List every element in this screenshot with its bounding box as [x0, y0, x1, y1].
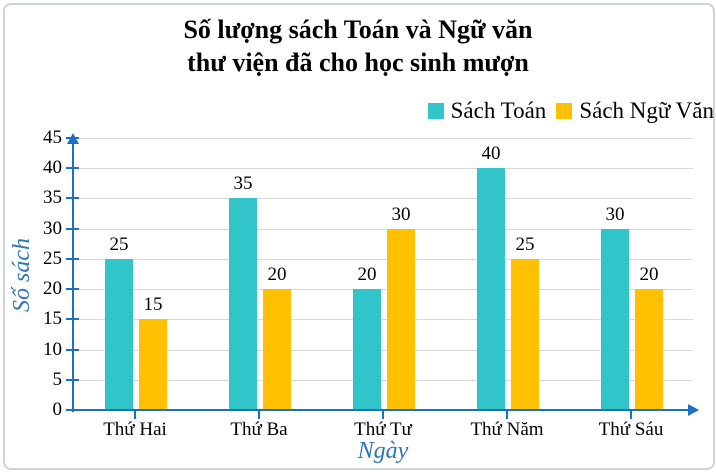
bar-value-label: 30	[391, 203, 411, 225]
y-axis-line	[72, 143, 74, 412]
legend-swatch-sach-toan	[427, 103, 444, 119]
legend: Sách Toán Sách Ngữ Văn	[418, 97, 714, 125]
gridline	[73, 228, 693, 230]
y-axis-tick-label: 45	[43, 127, 62, 148]
x-axis-line	[66, 409, 688, 411]
bar-value-label: 40	[481, 143, 501, 165]
bar-sach-ngu-van	[263, 289, 291, 410]
y-axis-tick-label: 10	[43, 338, 62, 360]
bar-sach-ngu-van	[139, 319, 167, 410]
y-axis-tick-label: 0	[52, 399, 63, 420]
x-axis-tick	[630, 410, 632, 419]
gridline	[73, 198, 693, 200]
bar-sach-ngu-van	[635, 289, 663, 410]
y-axis-tick-label: 25	[43, 247, 62, 269]
bar-sach-toan	[477, 168, 505, 410]
x-axis-tick-label: Thứ Ba	[230, 419, 288, 440]
x-axis-tick	[258, 410, 260, 419]
gridline	[73, 349, 693, 351]
bar-value-label: 20	[357, 264, 377, 286]
y-axis-tick-label: 40	[43, 157, 62, 179]
x-axis-tick-label: Thứ Hai	[103, 419, 167, 440]
legend-label: Sách Ngữ Văn	[579, 98, 714, 123]
bar-sach-toan	[105, 258, 133, 410]
gridline	[73, 258, 693, 260]
x-axis-tick	[134, 410, 136, 419]
chart-title: Số lượng sách Toán và Ngữ văn thư viện đ…	[183, 15, 533, 77]
x-axis-title: Ngày	[357, 438, 409, 464]
gridline	[73, 319, 693, 321]
x-axis-tick-label: Thứ Tư	[354, 419, 412, 440]
bar-sach-toan	[601, 228, 629, 410]
y-axis-tick-label: 5	[52, 368, 63, 390]
bar-value-label: 35	[233, 173, 253, 195]
legend-item: Sách Ngữ Văn	[556, 98, 714, 124]
y-axis-tick-label: 30	[43, 217, 62, 239]
bar-value-label: 20	[639, 264, 659, 286]
bar-value-label: 25	[515, 233, 535, 255]
bar-value-label: 15	[143, 294, 163, 316]
y-axis-tick-label: 15	[43, 308, 62, 330]
x-axis-tick	[506, 410, 508, 419]
bar-value-label: 20	[267, 264, 287, 286]
gridline	[73, 138, 693, 139]
bar-sach-ngu-van	[387, 228, 415, 410]
y-axis-arrow	[67, 133, 79, 144]
legend-item: Sách Toán	[427, 98, 547, 124]
x-axis-arrow	[688, 404, 699, 416]
x-axis-tick	[382, 410, 384, 419]
legend-swatch-sach-ngu-van	[556, 103, 573, 119]
x-axis-tick-label: Thứ Sáu	[598, 419, 664, 440]
bar-sach-ngu-van	[511, 258, 539, 410]
bar-value-label: 25	[109, 233, 129, 255]
bar-sach-toan	[353, 289, 381, 410]
gridline	[73, 379, 693, 381]
legend-label: Sách Toán	[450, 98, 547, 123]
bar-value-label: 30	[605, 203, 625, 225]
bar-sach-toan	[229, 198, 257, 410]
y-axis-tick-label: 20	[43, 278, 62, 300]
gridline	[73, 289, 693, 291]
x-axis-tick-label: Thứ Năm	[470, 419, 544, 440]
y-axis-tick-label: 35	[43, 187, 62, 209]
gridline	[73, 168, 693, 170]
